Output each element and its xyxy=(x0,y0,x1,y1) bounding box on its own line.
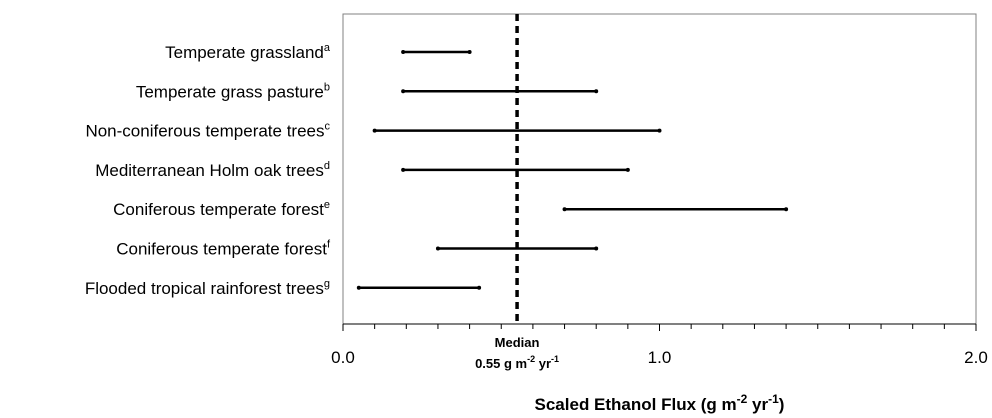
category-label-superscript: b xyxy=(324,81,330,93)
x-tick-label: 2.0 xyxy=(964,348,988,367)
category-label-superscript: f xyxy=(327,239,331,251)
category-label-superscript: e xyxy=(324,199,330,211)
range-min-marker xyxy=(401,167,406,172)
range-min-marker xyxy=(356,285,361,290)
median-annotation: Median 0.55 g m-2 yr-1 xyxy=(475,335,559,371)
median-value-text: 0.55 g m xyxy=(475,356,527,371)
range-min-marker xyxy=(401,50,406,54)
x-tick-labels: 0.0 1.0 2.0 xyxy=(331,348,988,367)
range-min-marker xyxy=(372,128,377,133)
category-label-text: Flooded tropical rainforest trees xyxy=(85,279,324,298)
range-series xyxy=(356,50,789,290)
x-tick-label: 1.0 xyxy=(648,348,672,367)
range-max-marker xyxy=(594,246,599,251)
category-labels: Temperate grasslanda Temperate grass past… xyxy=(85,42,331,298)
x-axis-title-exponent: -1 xyxy=(768,392,779,406)
x-axis-title: Scaled Ethanol Flux (g m-2 yr-1) xyxy=(535,392,785,414)
x-tick-label: 0.0 xyxy=(331,348,355,367)
median-title: Median xyxy=(495,335,540,350)
range-max-marker xyxy=(784,207,789,212)
category-label: Temperate grass pastureb xyxy=(136,81,330,101)
x-axis xyxy=(342,323,977,331)
category-label: Flooded tropical rainforest treesg xyxy=(85,278,330,298)
category-label: Coniferous temperate foreste xyxy=(113,199,330,219)
range-min-marker xyxy=(435,246,440,251)
median-value-unit: yr xyxy=(535,356,551,371)
category-label-text: Non-coniferous temperate trees xyxy=(85,122,324,141)
range-min-marker xyxy=(562,207,567,212)
category-label: Non-coniferous temperate treesc xyxy=(85,121,330,141)
range-max-marker xyxy=(594,89,599,94)
category-label-superscript: g xyxy=(324,278,330,290)
median-value: 0.55 g m-2 yr-1 xyxy=(475,354,559,371)
median-value-exponent: -1 xyxy=(551,354,559,364)
x-axis-title-text: Scaled Ethanol Flux (g m xyxy=(535,395,737,414)
category-label-superscript: c xyxy=(325,121,331,133)
x-axis-title-unit: yr xyxy=(747,395,768,414)
range-max-marker xyxy=(467,50,472,54)
category-label-superscript: a xyxy=(324,42,331,54)
category-label: Temperate grasslanda xyxy=(165,42,331,62)
median-value-exponent: -2 xyxy=(527,354,535,364)
range-min-marker xyxy=(401,89,406,94)
x-axis-title-close: ) xyxy=(779,395,785,414)
x-axis-title-group: Scaled Ethanol Flux (g m-2 yr-1) xyxy=(535,392,785,414)
x-axis-title-exponent: -2 xyxy=(737,392,748,406)
category-label-text: Temperate grassland xyxy=(165,43,324,62)
category-label: Coniferous temperate forestf xyxy=(116,239,331,259)
category-label: Mediterranean Holm oak treesd xyxy=(95,160,330,180)
range-max-marker xyxy=(477,285,482,290)
range-max-marker xyxy=(625,167,630,172)
category-label-superscript: d xyxy=(324,160,330,172)
category-label-text: Temperate grass pasture xyxy=(136,82,324,101)
category-label-text: Coniferous temperate forest xyxy=(116,240,327,259)
category-label-text: Mediterranean Holm oak trees xyxy=(95,161,324,180)
category-label-text: Coniferous temperate forest xyxy=(113,200,324,219)
range-max-marker xyxy=(657,128,662,133)
